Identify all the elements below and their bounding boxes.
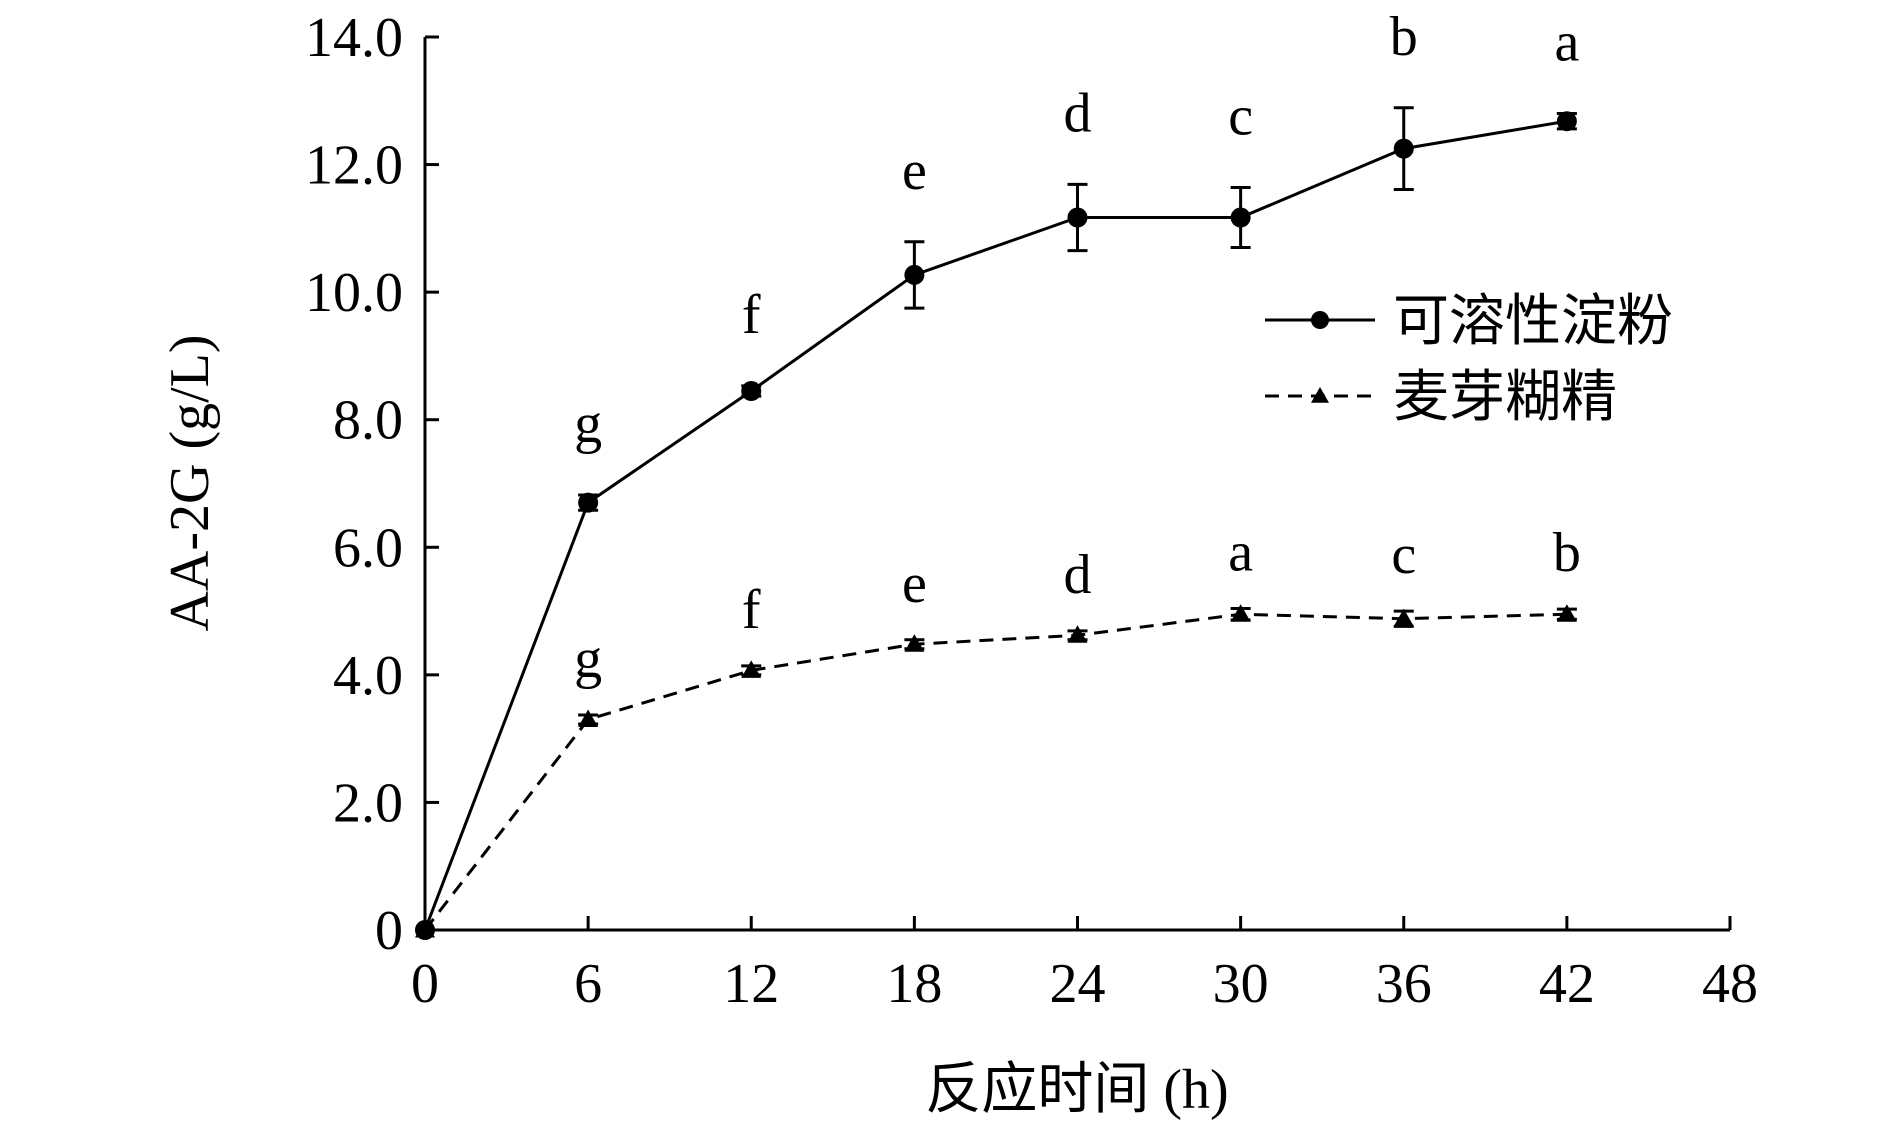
y-tick-label: 6.0 bbox=[333, 517, 403, 579]
x-tick-label: 24 bbox=[1050, 953, 1106, 1015]
significance-label: b bbox=[1390, 6, 1418, 68]
data-point bbox=[1230, 207, 1251, 228]
x-tick-label: 36 bbox=[1376, 953, 1432, 1015]
series-line bbox=[423, 119, 1568, 931]
series-maltodextrin bbox=[415, 604, 1577, 938]
significance-label: a bbox=[1228, 522, 1253, 584]
data-point bbox=[1067, 625, 1088, 643]
significance-label: g bbox=[574, 393, 602, 455]
data-point bbox=[904, 634, 925, 652]
legend-item-maltodextrin: 麦芽糊精 bbox=[1265, 367, 1617, 429]
legend-item-soluble-starch: 可溶性淀粉 bbox=[1265, 291, 1673, 353]
data-point bbox=[1393, 138, 1414, 159]
significance-label: e bbox=[902, 140, 927, 202]
x-tick-label: 48 bbox=[1702, 953, 1758, 1015]
legend-marker-maltodextrin bbox=[1311, 387, 1329, 403]
significance-label: f bbox=[742, 284, 761, 346]
data-point bbox=[1230, 604, 1251, 622]
legend: 可溶性淀粉 麦芽糊精 bbox=[1265, 291, 1673, 429]
x-tick-label: 6 bbox=[574, 953, 602, 1015]
x-ticks: 0 6 12 18 24 30 36 42 48 bbox=[411, 916, 1758, 1015]
data-point bbox=[1556, 111, 1577, 132]
data-point bbox=[741, 381, 762, 402]
significance-label: e bbox=[902, 553, 927, 615]
data-point bbox=[904, 264, 925, 285]
x-tick-label: 18 bbox=[886, 953, 942, 1015]
y-tick-label: 2.0 bbox=[333, 772, 403, 834]
y-tick-label: 4.0 bbox=[333, 645, 403, 707]
data-point bbox=[1067, 207, 1088, 228]
series-line bbox=[423, 612, 1567, 931]
significance-labels: g f e d c b a g f e d a c b bbox=[574, 6, 1581, 690]
x-tick-label: 42 bbox=[1539, 953, 1595, 1015]
x-tick-label: 12 bbox=[723, 953, 779, 1015]
y-tick-label: 12.0 bbox=[305, 135, 403, 197]
data-point bbox=[741, 660, 762, 678]
significance-label: d bbox=[1064, 82, 1092, 144]
significance-label: g bbox=[574, 628, 602, 690]
axes bbox=[423, 37, 1730, 932]
y-axis-title: AA-2G (g/L) bbox=[159, 334, 221, 631]
data-point bbox=[1393, 608, 1414, 627]
x-tick-label: 0 bbox=[411, 953, 439, 1015]
significance-label: b bbox=[1553, 522, 1581, 584]
significance-label: d bbox=[1064, 544, 1092, 606]
data-point bbox=[1556, 604, 1577, 622]
x-tick-label: 30 bbox=[1213, 953, 1269, 1015]
data-point bbox=[415, 920, 435, 938]
data-point bbox=[578, 709, 599, 728]
significance-label: c bbox=[1228, 86, 1253, 148]
x-axis-title: 反应时间 (h) bbox=[925, 1059, 1228, 1121]
series-layer bbox=[415, 106, 1577, 940]
y-tick-label: 8.0 bbox=[333, 390, 403, 452]
y-tick-label: 14.0 bbox=[305, 7, 403, 69]
y-ticks: 0 2.0 4.0 6.0 8.0 10.0 12.0 14.0 bbox=[305, 7, 439, 962]
data-point bbox=[578, 492, 599, 513]
legend-label-soluble-starch: 可溶性淀粉 bbox=[1393, 291, 1673, 353]
legend-marker-soluble-starch bbox=[1311, 311, 1329, 329]
significance-label: c bbox=[1391, 524, 1416, 586]
y-tick-label: 0 bbox=[375, 900, 403, 962]
significance-label: a bbox=[1554, 12, 1579, 74]
significance-label: f bbox=[742, 579, 761, 641]
legend-label-maltodextrin: 麦芽糊精 bbox=[1393, 367, 1617, 429]
y-tick-label: 10.0 bbox=[305, 262, 403, 324]
